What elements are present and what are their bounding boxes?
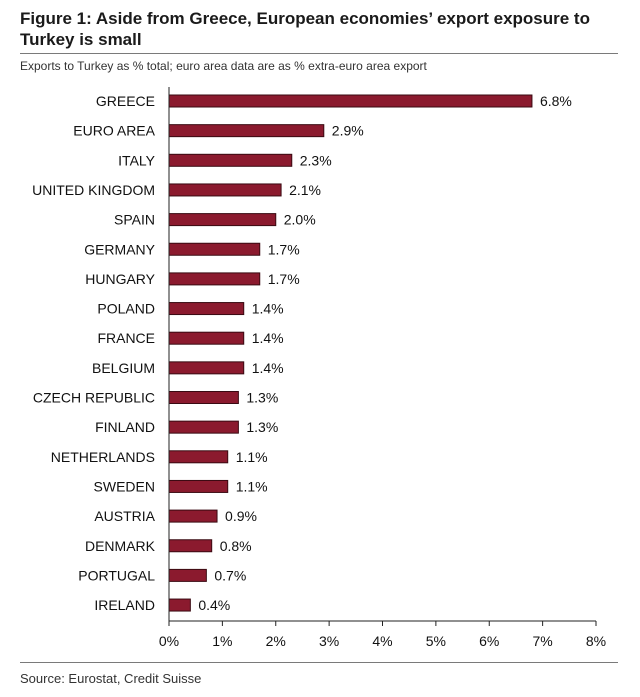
value-label: 1.3% <box>246 390 278 406</box>
bar <box>168 94 533 108</box>
x-tick-label: 1% <box>212 633 232 649</box>
x-tick-label: 0% <box>159 633 179 649</box>
value-label: 0.8% <box>220 538 252 554</box>
category-label: BELGIUM <box>92 360 155 376</box>
category-label: IRELAND <box>94 597 155 613</box>
source-divider <box>20 662 618 663</box>
bar <box>168 479 229 493</box>
value-label: 1.1% <box>236 478 268 494</box>
value-label: 2.1% <box>289 182 321 198</box>
value-label: 2.3% <box>300 152 332 168</box>
value-label: 0.7% <box>214 567 246 583</box>
bar <box>168 331 245 345</box>
x-tick-label: 5% <box>426 633 446 649</box>
value-label: 2.9% <box>332 123 364 139</box>
bar <box>168 598 191 612</box>
value-label: 6.8% <box>540 93 572 109</box>
bar <box>168 213 277 227</box>
bar <box>168 391 239 404</box>
value-label: 1.1% <box>236 449 268 465</box>
x-tick-label: 3% <box>319 633 339 649</box>
x-axis: 0% 1% 2% 3% 4% 5% 6% 7% 8% <box>159 87 606 649</box>
category-label: DENMARK <box>85 538 156 554</box>
bar <box>168 361 245 375</box>
category-label: SPAIN <box>114 212 155 228</box>
bar <box>168 153 293 167</box>
bar <box>168 450 229 464</box>
bar <box>168 539 213 553</box>
category-label: PORTUGAL <box>78 567 155 583</box>
bar <box>168 568 207 582</box>
category-label: GREECE <box>96 93 155 109</box>
x-tick-label: 6% <box>479 633 499 649</box>
source-note: Source: Eurostat, Credit Suisse <box>20 671 202 686</box>
value-label: 1.7% <box>268 241 300 257</box>
bar <box>168 272 261 286</box>
category-label: AUSTRIA <box>94 508 155 524</box>
category-label: UNITED KINGDOM <box>32 182 155 198</box>
x-tick-label: 2% <box>266 633 286 649</box>
value-label: 2.0% <box>284 212 316 228</box>
figure-subtitle: Exports to Turkey as % total; euro area … <box>20 59 427 73</box>
bar-chart: GREECE 6.8% EURO AREA 2.9% ITALY 2.3% UNITED K… <box>32 87 606 649</box>
value-label: 1.3% <box>246 419 278 435</box>
category-label: HUNGARY <box>85 271 155 287</box>
value-label: 1.4% <box>252 360 284 376</box>
category-label: SWEDEN <box>94 478 155 494</box>
bar <box>168 420 239 434</box>
x-tick-label: 8% <box>586 633 606 649</box>
bar <box>168 124 325 138</box>
value-label: 0.4% <box>198 597 230 613</box>
value-label: 1.7% <box>268 271 300 287</box>
category-label: CZECH REPUBLIC <box>33 390 155 406</box>
x-tick-label: 4% <box>372 633 392 649</box>
category-label: FRANCE <box>97 330 155 346</box>
title-divider <box>20 53 618 54</box>
category-label: NETHERLANDS <box>51 449 155 465</box>
category-label: FINLAND <box>95 419 155 435</box>
value-label: 1.4% <box>252 301 284 317</box>
x-tick-label: 7% <box>533 633 553 649</box>
category-label: GERMANY <box>84 241 155 257</box>
value-label: 1.4% <box>252 330 284 346</box>
bars-layer: GREECE 6.8% EURO AREA 2.9% ITALY 2.3% UNITED K… <box>32 93 572 613</box>
category-label: EURO AREA <box>73 123 155 139</box>
figure-title: Figure 1: Aside from Greece, European ec… <box>20 9 590 49</box>
bar <box>168 509 218 523</box>
bar <box>168 302 245 316</box>
bar <box>168 183 282 197</box>
bar <box>168 242 261 256</box>
category-label: ITALY <box>118 152 155 168</box>
value-label: 0.9% <box>225 508 257 524</box>
category-label: POLAND <box>97 301 155 317</box>
